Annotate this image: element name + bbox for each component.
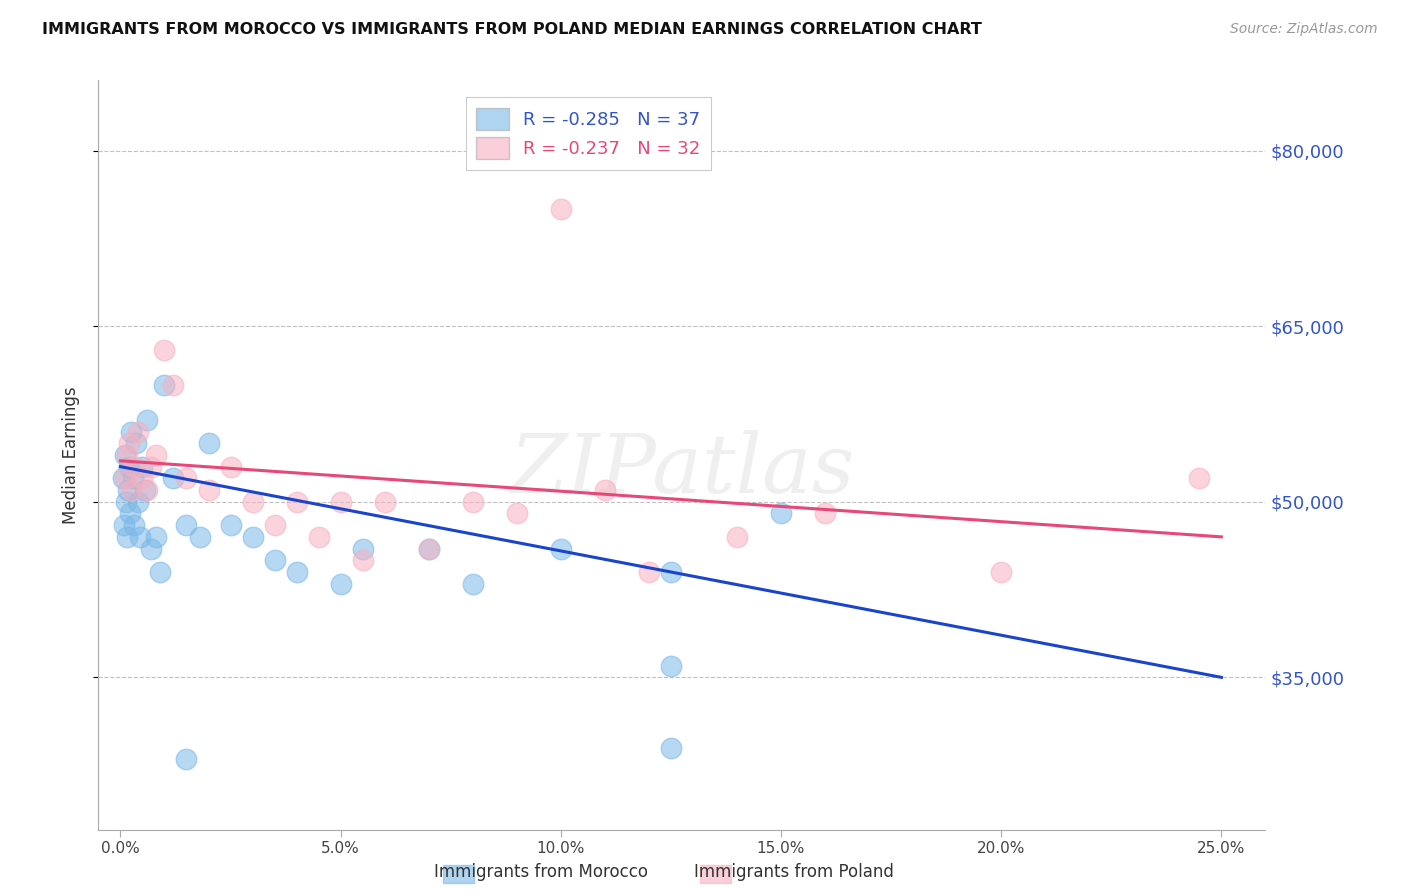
Point (120, 507, 142, 521)
Point (118, 436, 141, 450)
Y-axis label: Median Earnings: Median Earnings (62, 386, 80, 524)
Point (659, 565, 682, 579)
Point (769, 507, 792, 521)
Point (219, 459, 242, 474)
Point (149, 565, 172, 579)
Point (197, 436, 219, 450)
Point (188, 530, 211, 544)
Point (131, 471, 153, 485)
Point (176, 752, 198, 766)
Point (112, 518, 135, 533)
Point (176, 518, 198, 533)
Text: Immigrants from Morocco: Immigrants from Morocco (434, 863, 648, 881)
Point (127, 495, 149, 509)
Point (114, 448, 136, 462)
Point (285, 495, 308, 509)
Point (127, 425, 149, 439)
Point (990, 565, 1012, 579)
Point (122, 459, 145, 474)
Point (638, 565, 661, 579)
Legend: R = -0.285   N = 37, R = -0.237   N = 32: R = -0.285 N = 37, R = -0.237 N = 32 (465, 97, 711, 169)
Point (129, 530, 152, 544)
Point (162, 377, 184, 392)
Point (153, 343, 176, 357)
Point (120, 483, 142, 497)
Point (125, 436, 148, 450)
Point (506, 507, 529, 521)
Point (814, 507, 837, 521)
Point (329, 495, 352, 509)
Point (242, 530, 264, 544)
Text: Immigrants from Poland: Immigrants from Poland (695, 863, 894, 881)
Point (117, 483, 139, 497)
Point (659, 658, 682, 673)
Point (120, 425, 142, 439)
Point (141, 541, 163, 556)
Point (114, 495, 136, 509)
Point (114, 471, 136, 485)
Point (550, 541, 572, 556)
Point (197, 483, 219, 497)
Text: IMMIGRANTS FROM MOROCCO VS IMMIGRANTS FROM POLAND MEDIAN EARNINGS CORRELATION CH: IMMIGRANTS FROM MOROCCO VS IMMIGRANTS FR… (42, 22, 981, 37)
Point (374, 495, 396, 509)
Point (308, 530, 330, 544)
Point (121, 471, 143, 485)
Point (145, 530, 167, 544)
Text: Source: ZipAtlas.com: Source: ZipAtlas.com (1230, 22, 1378, 37)
Point (115, 448, 138, 462)
Point (122, 518, 145, 533)
Point (285, 565, 308, 579)
Point (131, 459, 153, 474)
Point (263, 553, 285, 567)
Point (329, 576, 352, 591)
Point (115, 530, 138, 544)
Point (153, 377, 176, 392)
Point (176, 471, 198, 485)
Point (162, 471, 184, 485)
Point (1188, 471, 1211, 485)
Point (219, 518, 242, 533)
Point (550, 202, 572, 216)
Point (352, 541, 374, 556)
Point (134, 483, 156, 497)
Point (461, 576, 484, 591)
Point (263, 518, 285, 533)
Point (461, 495, 484, 509)
Point (141, 459, 163, 474)
Point (418, 541, 440, 556)
Point (418, 541, 440, 556)
Point (135, 413, 157, 427)
Point (725, 530, 748, 544)
Point (242, 495, 264, 509)
Point (145, 448, 167, 462)
Point (352, 553, 374, 567)
Text: ZIPatlas: ZIPatlas (509, 430, 855, 510)
Point (135, 483, 157, 497)
Point (111, 471, 134, 485)
Point (593, 483, 616, 497)
Point (118, 459, 141, 474)
Point (659, 740, 682, 755)
